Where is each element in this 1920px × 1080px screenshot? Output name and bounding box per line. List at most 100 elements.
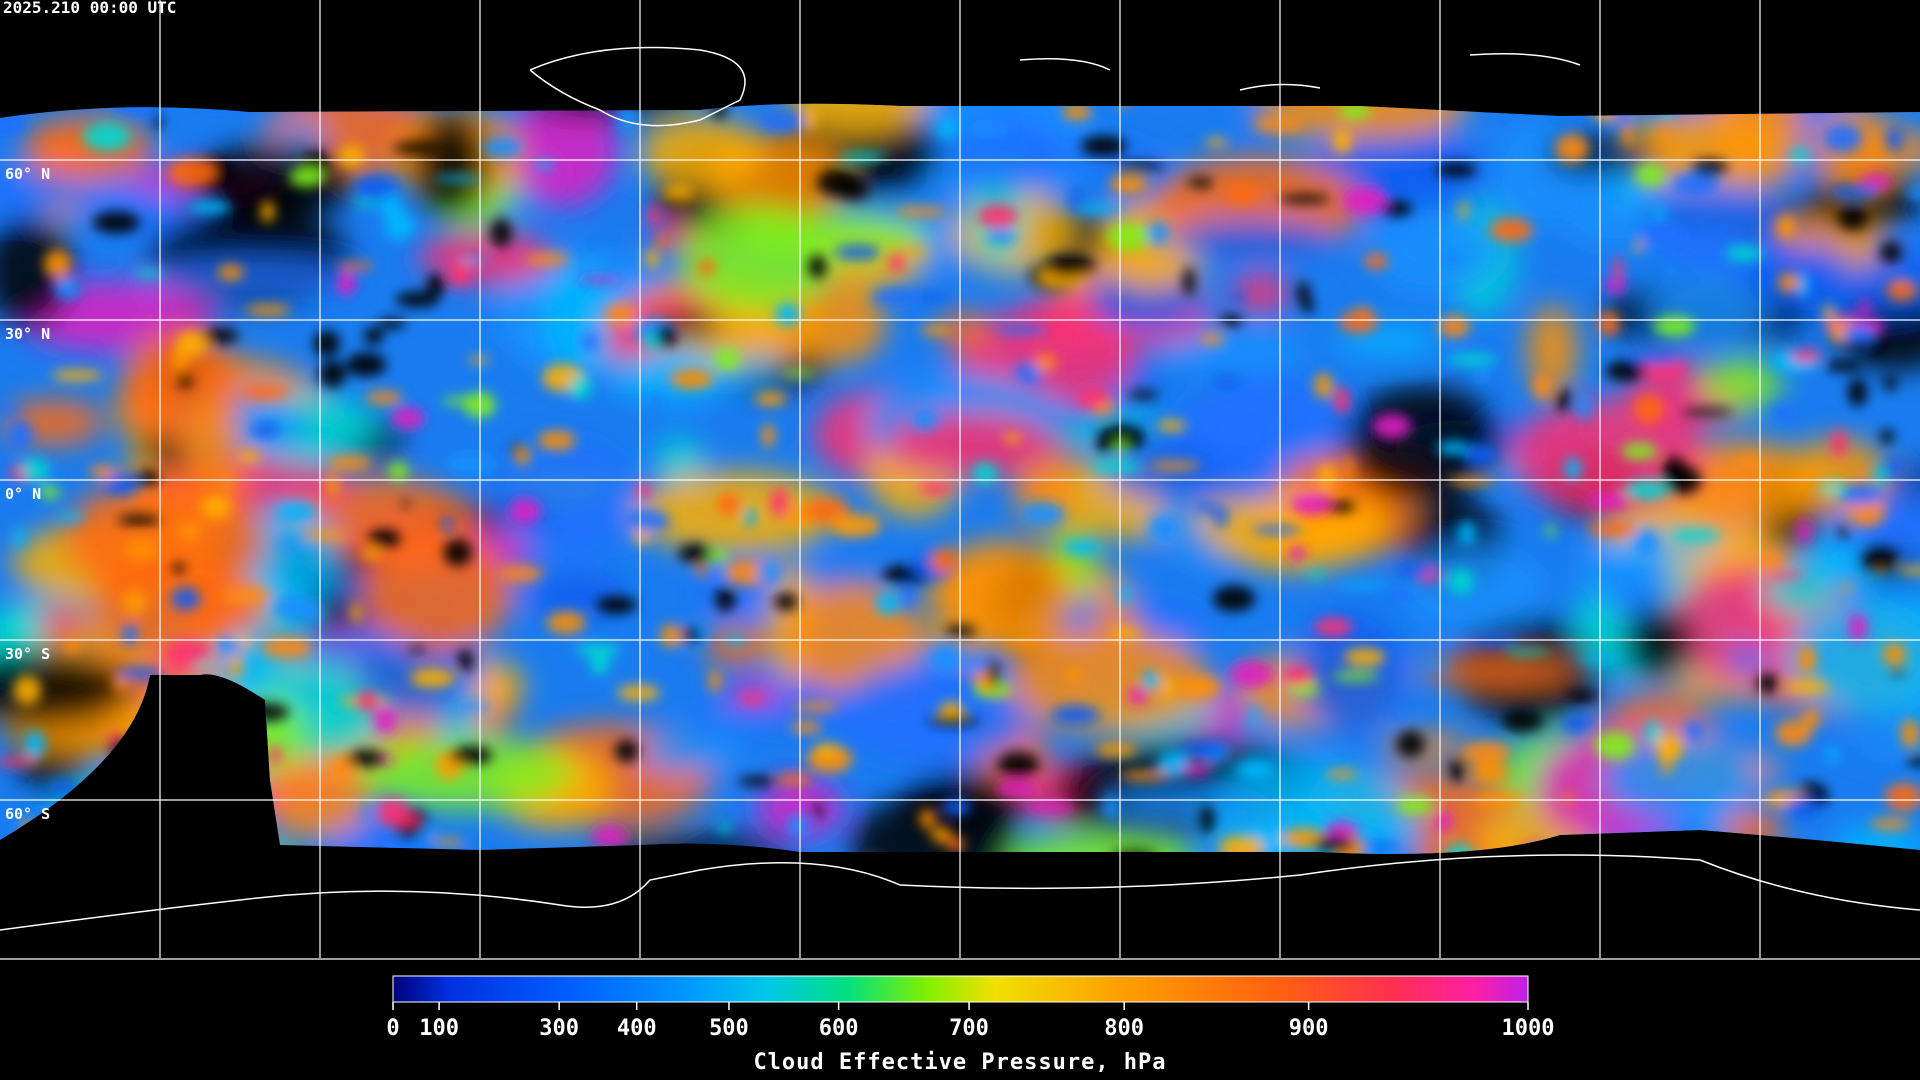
cloud-patch — [1394, 563, 1435, 577]
cloud-patch — [1343, 454, 1353, 482]
cloud-patch — [1563, 457, 1583, 481]
cloud-patch — [166, 639, 212, 666]
cloud-patch — [591, 825, 628, 848]
cloud-patch — [220, 586, 270, 605]
cloud-patch — [260, 201, 275, 223]
cloud-patch — [1638, 109, 1785, 186]
cloud-patch — [275, 501, 317, 522]
cloud-patch — [1691, 159, 1728, 176]
cloud-patch — [400, 500, 412, 507]
cloud-patch — [122, 589, 148, 616]
cloud-patch — [1738, 455, 1761, 469]
cloud-patch — [1756, 673, 1780, 694]
cloud-patch — [787, 813, 809, 838]
cloud-patch — [669, 369, 714, 390]
cloud-patch — [1212, 585, 1256, 612]
cloud-patch — [1213, 375, 1241, 388]
cloud-patch — [1575, 394, 1592, 420]
cloud-patch — [635, 483, 652, 499]
cloud-patch — [1178, 742, 1227, 758]
cloud-patch — [166, 157, 216, 187]
cloud-patch — [1605, 360, 1646, 382]
cloud-patch — [325, 473, 339, 499]
cloud-patch — [911, 407, 939, 431]
cloud-patch — [1396, 796, 1435, 815]
lat-label: 60° N — [5, 165, 50, 183]
cloud-patch — [1025, 801, 1075, 813]
cloud-patch — [1436, 440, 1470, 455]
cloud-patch — [1886, 127, 1904, 152]
cloud-patch — [989, 661, 999, 689]
cloud-patch — [1702, 358, 1783, 410]
cloud-patch — [1906, 186, 1920, 200]
cloud-patch — [1762, 569, 1835, 616]
cloud-patch — [900, 583, 916, 612]
cloud-patch — [0, 113, 28, 137]
cloud-patch — [1080, 135, 1127, 157]
cloud-patch — [850, 794, 1015, 854]
cloud-patch — [759, 111, 806, 133]
cloud-patch — [509, 497, 541, 525]
cloud-patch — [1291, 490, 1332, 516]
colorbar-tick-label: 400 — [617, 1016, 657, 1041]
cloud-patch — [1594, 731, 1636, 761]
cloud-patch — [1633, 394, 1664, 424]
cloud-patch — [1115, 440, 1127, 453]
cloud-patch — [930, 644, 962, 674]
cloud-patch — [1449, 757, 1467, 782]
cloud-patch — [546, 611, 586, 635]
cloud-patch — [793, 702, 838, 712]
cloud-patch — [1195, 502, 1218, 513]
cloud-patch — [13, 675, 42, 705]
cloud-patch — [782, 369, 815, 377]
cloud-patch — [927, 715, 980, 726]
cloud-patch — [1673, 172, 1720, 197]
cloud-patch — [756, 778, 843, 837]
cloud-patch — [756, 562, 780, 583]
cloud-patch — [645, 332, 660, 352]
cloud-patch — [1034, 353, 1057, 372]
cloud-patch — [614, 739, 639, 763]
cloud-patch — [13, 526, 26, 549]
cloud-patch — [171, 562, 186, 574]
cloud-patch — [35, 605, 87, 635]
cloud-patch — [1249, 703, 1259, 729]
cloud-patch — [737, 776, 778, 787]
cloud-patch — [1842, 324, 1876, 345]
cloud-patch — [540, 262, 620, 374]
cloud-patch — [83, 122, 132, 152]
cloud-patch — [53, 276, 82, 301]
cloud-patch — [919, 808, 936, 829]
cloud-patch — [708, 668, 721, 693]
cloud-patch — [937, 116, 958, 140]
cloud-patch — [1757, 551, 1784, 569]
cloud-patch — [1632, 528, 1660, 559]
cloud-patch — [1802, 709, 1821, 729]
cloud-patch — [995, 325, 1048, 335]
cloud-patch — [1109, 174, 1148, 194]
cloud-patch — [930, 826, 952, 844]
cloud-patch — [1337, 581, 1389, 589]
cloud-patch — [215, 637, 243, 656]
cloud-patch — [1095, 742, 1137, 757]
cloud-patch — [1338, 103, 1371, 119]
cloud-patch — [92, 211, 141, 234]
cloud-patch — [1342, 186, 1388, 215]
cloud-patch — [200, 495, 232, 519]
colorbar — [392, 975, 1529, 1003]
cloud-patch — [327, 456, 372, 470]
cloud-patch — [1444, 254, 1460, 265]
cloud-patch — [180, 523, 201, 539]
cloud-patch — [777, 773, 812, 786]
cloud-patch — [1546, 524, 1556, 538]
cloud-patch — [1401, 547, 1545, 631]
cloud-patch — [1128, 686, 1148, 705]
cloud-patch — [498, 565, 544, 582]
cloud-patch — [368, 528, 402, 548]
cloud-patch — [1062, 103, 1092, 121]
cloud-patch — [1823, 123, 1863, 153]
cloud-patch — [1420, 661, 1448, 670]
cloud-patch — [836, 177, 870, 200]
cloud-patch — [1526, 305, 1579, 395]
